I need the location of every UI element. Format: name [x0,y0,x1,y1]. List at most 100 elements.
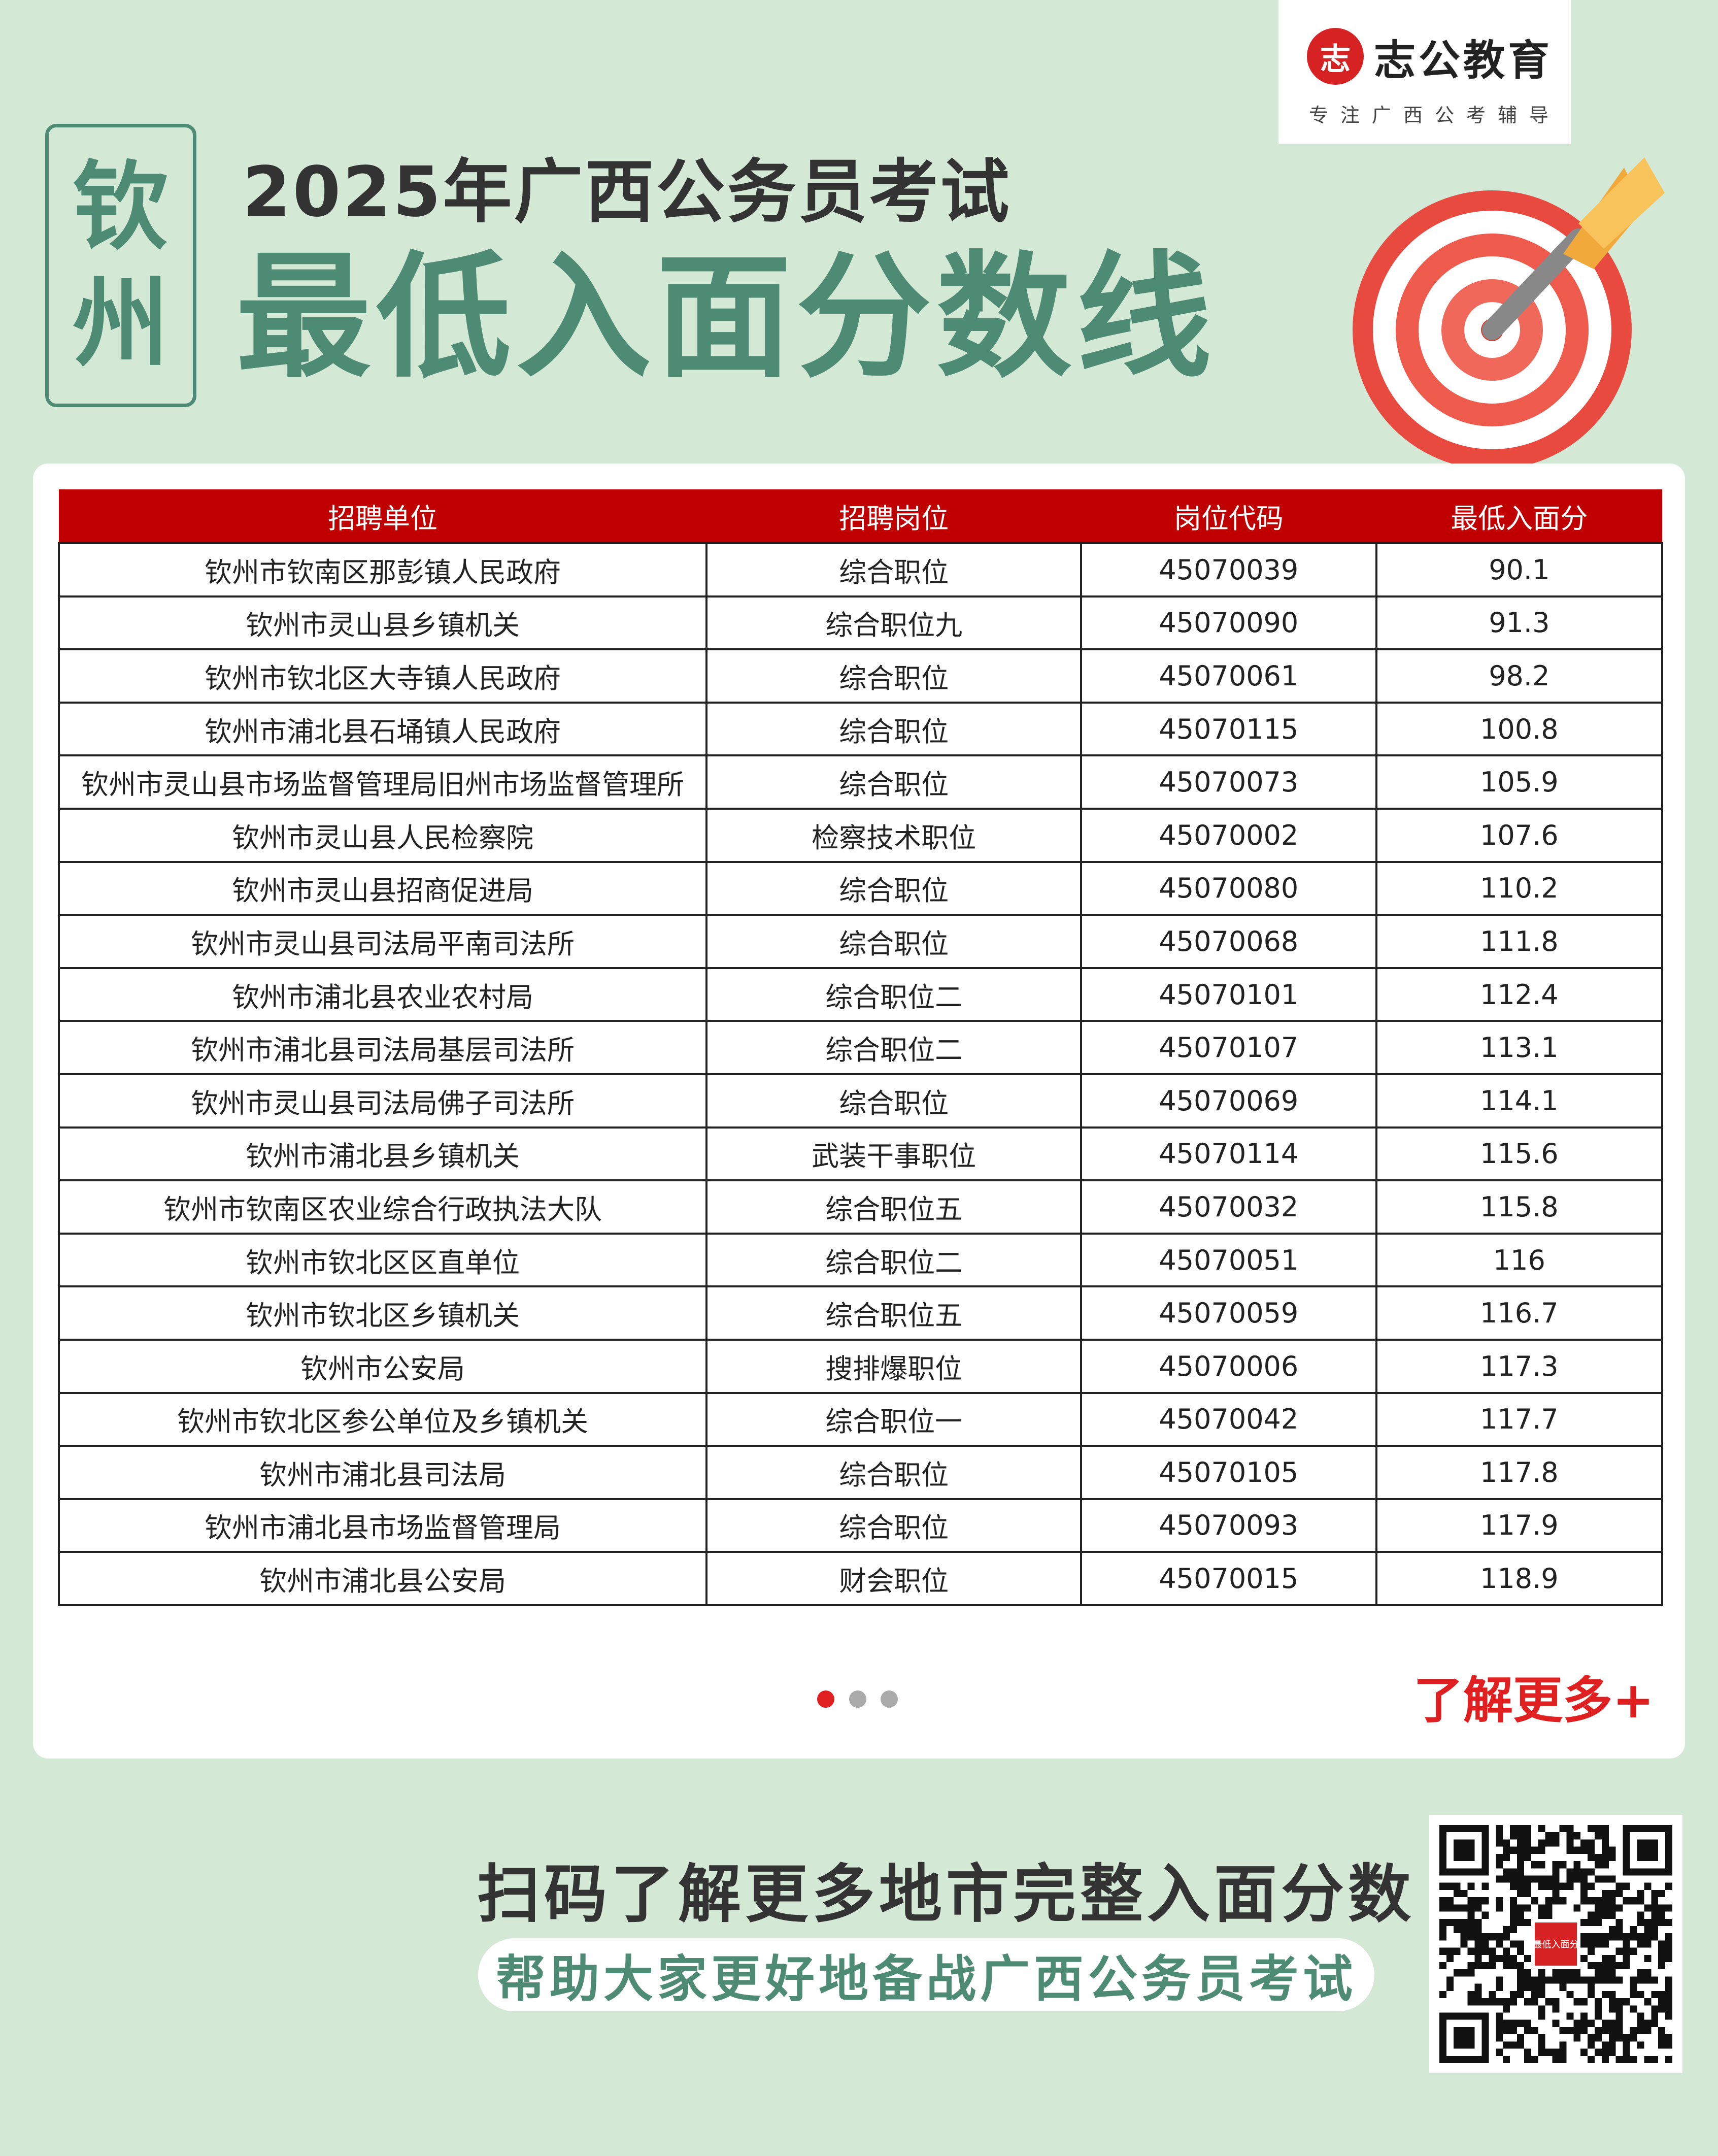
cell-unit: 钦州市灵山县司法局佛子司法所 [57,1073,708,1129]
cell-score: 117.9 [1375,1498,1664,1553]
cell-score: 110.2 [1375,860,1664,916]
cell-score: 117.3 [1375,1338,1664,1394]
table-row: 钦州市钦北区参公单位及乡镇机关 综合职位一 45070042 117.7 [57,1391,1664,1447]
table-row: 钦州市浦北县市场监督管理局 综合职位 45070093 117.9 [57,1498,1664,1553]
cell-unit: 钦州市浦北县公安局 [57,1551,708,1606]
cell-code: 45070107 [1080,1020,1377,1075]
cell-position: 综合职位五 [705,1179,1083,1235]
cell-code: 45070069 [1080,1073,1377,1129]
cell-unit: 钦州市浦北县司法局 [57,1445,708,1500]
header-code: 岗位代码 [1081,489,1376,543]
learn-more-link[interactable]: 了解更多+ [1413,1672,1655,1730]
cell-position: 综合职位 [705,914,1083,969]
table-row: 钦州市钦北区乡镇机关 综合职位五 45070059 116.7 [57,1285,1664,1341]
cell-unit: 钦州市浦北县乡镇机关 [57,1126,708,1182]
table-header-row: 招聘单位 招聘岗位 岗位代码 最低入面分 [59,489,1662,543]
cell-unit: 钦州市钦北区区直单位 [57,1232,708,1288]
cell-position: 搜排爆职位 [705,1338,1083,1394]
table-row: 钦州市钦南区农业综合行政执法大队 综合职位五 45070032 115.8 [57,1179,1664,1235]
cell-score: 90.1 [1375,542,1664,598]
cell-code: 45070093 [1080,1498,1377,1553]
table-row: 钦州市钦北区区直单位 综合职位二 45070051 116 [57,1232,1664,1288]
cell-position: 综合职位二 [705,1232,1083,1288]
table-row: 钦州市浦北县司法局 综合职位 45070105 117.8 [57,1445,1664,1500]
table-row: 钦州市浦北县公安局 财会职位 45070015 118.9 [57,1551,1664,1606]
table-row: 钦州市钦北区大寺镇人民政府 综合职位 45070061 98.2 [57,648,1664,704]
cell-unit: 钦州市浦北县农业农村局 [57,967,708,1022]
cell-position: 综合职位 [705,1498,1083,1553]
cell-position: 综合职位 [705,648,1083,704]
cell-score: 114.1 [1375,1073,1664,1129]
cell-unit: 钦州市灵山县人民检察院 [57,807,708,863]
city-char: 钦 [72,151,169,263]
cell-position: 财会职位 [705,1551,1083,1606]
cell-score: 116.7 [1375,1285,1664,1341]
cell-code: 45070039 [1080,542,1377,598]
cell-score: 117.7 [1375,1391,1664,1447]
pagination-dot[interactable] [881,1690,898,1708]
brand-logo: 志 志公教育 专注广西公考辅导 [1278,0,1571,144]
qr-code[interactable]: 最低入面分 [1429,1815,1682,2073]
table-row: 钦州市浦北县石埇镇人民政府 综合职位 45070115 100.8 [57,701,1664,757]
table-row: 钦州市浦北县农业农村局 综合职位二 45070101 112.4 [57,967,1664,1022]
cell-unit: 钦州市灵山县乡镇机关 [57,595,708,651]
table-row: 钦州市灵山县市场监督管理局旧州市场监督管理所 综合职位 45070073 105.9 [57,754,1664,810]
cell-position: 综合职位 [705,542,1083,598]
cell-score: 112.4 [1375,967,1664,1022]
cell-code: 45070068 [1080,914,1377,969]
cell-code: 45070090 [1080,595,1377,651]
cell-unit: 钦州市浦北县司法局基层司法所 [57,1020,708,1075]
cell-position: 综合职位 [705,1445,1083,1500]
table-row: 钦州市灵山县司法局平南司法所 综合职位 45070068 111.8 [57,914,1664,969]
logo-slogan: 专注广西公考辅导 [1309,104,1561,126]
qr-badge [1534,1922,1577,1966]
cell-score: 115.6 [1375,1126,1664,1182]
cell-code: 45070015 [1080,1551,1377,1606]
table-row: 钦州市浦北县乡镇机关 武装干事职位 45070114 115.6 [57,1126,1664,1182]
table-row: 钦州市浦北县司法局基层司法所 综合职位二 45070107 113.1 [57,1020,1664,1075]
cell-code: 45070080 [1080,860,1377,916]
cell-code: 45070101 [1080,967,1377,1022]
cell-score: 105.9 [1375,754,1664,810]
cell-score: 113.1 [1375,1020,1664,1075]
cell-code: 45070115 [1080,701,1377,757]
cell-score: 118.9 [1375,1551,1664,1606]
score-table: 招聘单位 招聘岗位 岗位代码 最低入面分 钦州市钦南区那彭镇人民政府 综合职位 45… [57,489,1664,1606]
cell-unit: 钦州市浦北县石埇镇人民政府 [57,701,708,757]
cell-unit: 钦州市灵山县市场监督管理局旧州市场监督管理所 [57,754,708,810]
pagination-dot-active[interactable] [817,1690,834,1708]
table-row: 钦州市灵山县乡镇机关 综合职位九 45070090 91.3 [57,595,1664,651]
cell-position: 武装干事职位 [705,1126,1083,1182]
cell-score: 100.8 [1375,701,1664,757]
logo-mark-icon: 志 [1307,28,1364,85]
cell-unit: 钦州市钦北区乡镇机关 [57,1285,708,1341]
scan-prompt: 扫码了解更多地市完整入面分数 [477,1858,1416,1931]
cell-score: 107.6 [1375,807,1664,863]
cell-code: 45070114 [1080,1126,1377,1182]
cell-unit: 钦州市钦南区农业综合行政执法大队 [57,1179,708,1235]
cell-score: 111.8 [1375,914,1664,969]
table-row: 钦州市灵山县招商促进局 综合职位 45070080 110.2 [57,860,1664,916]
cell-unit: 钦州市浦北县市场监督管理局 [57,1498,708,1553]
cell-position: 综合职位一 [705,1391,1083,1447]
cell-unit: 钦州市灵山县招商促进局 [57,860,708,916]
cell-code: 45070105 [1080,1445,1377,1500]
cell-position: 综合职位 [705,1073,1083,1129]
cell-code: 45070042 [1080,1391,1377,1447]
cell-position: 综合职位 [705,754,1083,810]
cell-code: 45070061 [1080,648,1377,704]
cell-unit: 钦州市灵山县司法局平南司法所 [57,914,708,969]
table-row: 钦州市灵山县司法局佛子司法所 综合职位 45070069 114.1 [57,1073,1664,1129]
cell-position: 综合职位二 [705,967,1083,1022]
slogan-pill: 帮助大家更好地备战广西公务员考试 [478,1938,1374,2011]
cell-code: 45070059 [1080,1285,1377,1341]
pagination-dot[interactable] [849,1690,866,1708]
title-line1: 2025年广西公务员考试 [243,152,1012,233]
page-title: 最低入面分数线 [236,239,1217,396]
header-unit: 招聘单位 [59,489,707,543]
table-row: 钦州市灵山县人民检察院 检察技术职位 45070002 107.6 [57,807,1664,863]
cell-position: 检察技术职位 [705,807,1083,863]
cell-position: 综合职位五 [705,1285,1083,1341]
qr-badge-text: 最低入面分 [1533,1939,1578,1950]
cell-score: 115.8 [1375,1179,1664,1235]
